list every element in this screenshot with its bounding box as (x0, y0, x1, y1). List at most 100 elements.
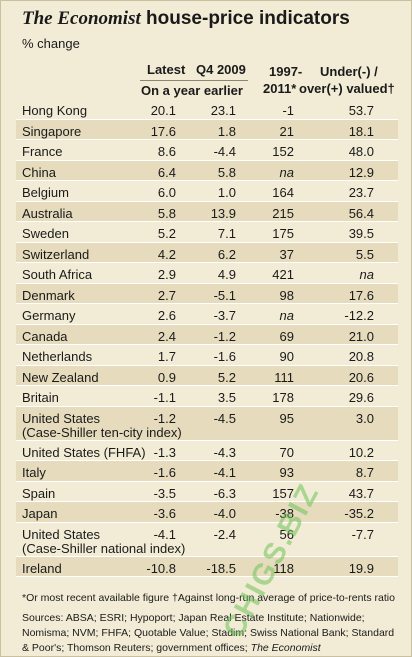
q4-2009-value: 5.8 (217, 164, 236, 180)
header-valued-line2: over(+) valued† (299, 81, 395, 96)
valuation-value: 10.2 (348, 444, 374, 460)
table-row: Belgium 6.0 1.0 164 23.7 (16, 181, 398, 202)
since-1997-value: -38 (275, 506, 294, 521)
q4-2009-value: -1.6 (213, 349, 236, 364)
since-1997-value: 118 (273, 560, 294, 576)
country-label: Denmark (22, 287, 75, 303)
country-label: Germany (22, 308, 76, 323)
valuation-value: 8.7 (355, 465, 374, 480)
since-1997-value: 93 (279, 465, 294, 480)
valuation-value: 20.6 (348, 369, 374, 385)
valuation-value: 5.5 (355, 246, 374, 262)
country-label: United States (22, 410, 101, 426)
valuation-value: 3.0 (355, 410, 374, 426)
country-label: Singapore (22, 123, 82, 139)
table-row: China 6.4 5.8 na 12.9 (16, 160, 398, 181)
since-1997-value: 157 (272, 485, 294, 501)
table-row: United States (Case-Shiller national inde… (16, 522, 398, 557)
header-on-year-earlier: On a year earlier (141, 83, 243, 98)
since-1997-value: 111 (274, 369, 294, 385)
table-row: Sweden 5.2 7.1 175 39.5 (16, 222, 398, 243)
table-row: Japan -3.6 -4.0 -38 -35.2 (16, 502, 398, 523)
valuation-value: -35.2 (344, 506, 374, 521)
latest-value: -10.8 (146, 560, 176, 576)
since-1997-value: 56 (279, 526, 294, 542)
latest-value: 6.4 (157, 164, 176, 180)
country-label: South Africa (22, 267, 93, 282)
since-1997-value: -1 (282, 103, 294, 118)
valuation-value: 53.7 (348, 103, 374, 118)
q4-2009-value: -4.1 (213, 465, 236, 480)
valuation-value: -7.7 (351, 526, 374, 542)
latest-value: 1.7 (157, 349, 176, 364)
country-label: Australia (22, 205, 73, 221)
since-1997-value: 175 (272, 226, 294, 241)
latest-value: 20.1 (150, 103, 176, 118)
q4-2009-value: -4.0 (213, 506, 236, 521)
country-label: Italy (22, 465, 46, 480)
q4-2009-value: -4.5 (213, 410, 236, 426)
valuation-value: 43.7 (348, 485, 374, 501)
since-1997-value: na (279, 308, 294, 323)
latest-value: 2.9 (157, 267, 176, 282)
valuation-value: 23.7 (348, 185, 374, 200)
valuation-value: 21.0 (348, 328, 374, 344)
sources-note: Sources: ABSA; ESRI; Hypoport; Japan Rea… (22, 612, 395, 654)
table-row: Spain -3.5 -6.3 157 43.7 (16, 481, 398, 502)
valuation-value: 19.9 (348, 560, 374, 576)
q4-2009-value: -1.2 (213, 328, 236, 344)
country-label: Hong Kong (22, 103, 88, 118)
latest-value: -3.6 (153, 506, 176, 521)
table-row: Canada 2.4 -1.2 69 21.0 (16, 324, 398, 345)
valuation-value: 20.8 (348, 349, 374, 364)
country-label: Netherlands (22, 349, 93, 364)
q4-2009-value: -4.3 (213, 444, 236, 460)
latest-value: 0.9 (157, 369, 176, 385)
latest-value: -4.1 (153, 526, 176, 542)
country-label: United States (FHFA) (22, 444, 146, 460)
latest-value: 2.6 (157, 308, 176, 323)
valuation-value: 17.6 (348, 287, 374, 303)
country-label: Belgium (22, 185, 69, 200)
country-label: France (22, 144, 63, 159)
header-valued-line1: Under(-) / (320, 64, 378, 79)
since-1997-value: 178 (272, 390, 294, 405)
table-row: Australia 5.8 13.9 215 56.4 (16, 201, 398, 222)
since-1997-value: 95 (279, 410, 294, 426)
valuation-value: 29.6 (348, 390, 374, 405)
table-row: Britain -1.1 3.5 178 29.6 (16, 386, 398, 407)
since-1997-value: 90 (279, 349, 294, 364)
since-1997-value: 69 (279, 328, 294, 344)
latest-value: 8.6 (157, 144, 176, 159)
q4-2009-value: -18.5 (206, 560, 236, 576)
chart-title: The Economist house-price indicators (22, 8, 350, 29)
q4-2009-value: 1.8 (217, 123, 236, 139)
q4-2009-value: 4.9 (217, 267, 236, 282)
since-1997-value: 70 (279, 444, 294, 460)
since-1997-value: 421 (272, 267, 294, 282)
header-divider (140, 80, 248, 81)
country-sublabel: (Case-Shiller ten-city index) (22, 424, 182, 440)
latest-value: -1.3 (153, 444, 176, 460)
valuation-value: na (359, 267, 374, 282)
q4-2009-value: -4.4 (213, 144, 236, 159)
valuation-value: 12.9 (348, 164, 374, 180)
country-label: Spain (22, 485, 56, 501)
table-row: Switzerland 4.2 6.2 37 5.5 (16, 242, 398, 263)
header-since-line2: 2011* (263, 81, 297, 96)
country-label: Switzerland (22, 246, 90, 262)
latest-value: -1.2 (153, 410, 176, 426)
valuation-value: 56.4 (348, 205, 374, 221)
header-q4-2009: Q4 2009 (196, 62, 246, 77)
q4-2009-value: 1.0 (217, 185, 236, 200)
q4-2009-value: 13.9 (210, 205, 236, 221)
table-row: United States (FHFA) -1.3 -4.3 70 10.2 (16, 440, 398, 461)
table-row: Italy -1.6 -4.1 93 8.7 (16, 461, 398, 482)
q4-2009-value: 23.1 (210, 103, 236, 118)
q4-2009-value: 3.5 (217, 390, 236, 405)
table-row: Hong Kong 20.1 23.1 -1 53.7 (16, 99, 398, 120)
country-label: Canada (22, 328, 68, 344)
header-latest: Latest (147, 62, 186, 77)
chart-subtitle: % change (22, 36, 80, 51)
valuation-value: -12.2 (344, 308, 374, 323)
